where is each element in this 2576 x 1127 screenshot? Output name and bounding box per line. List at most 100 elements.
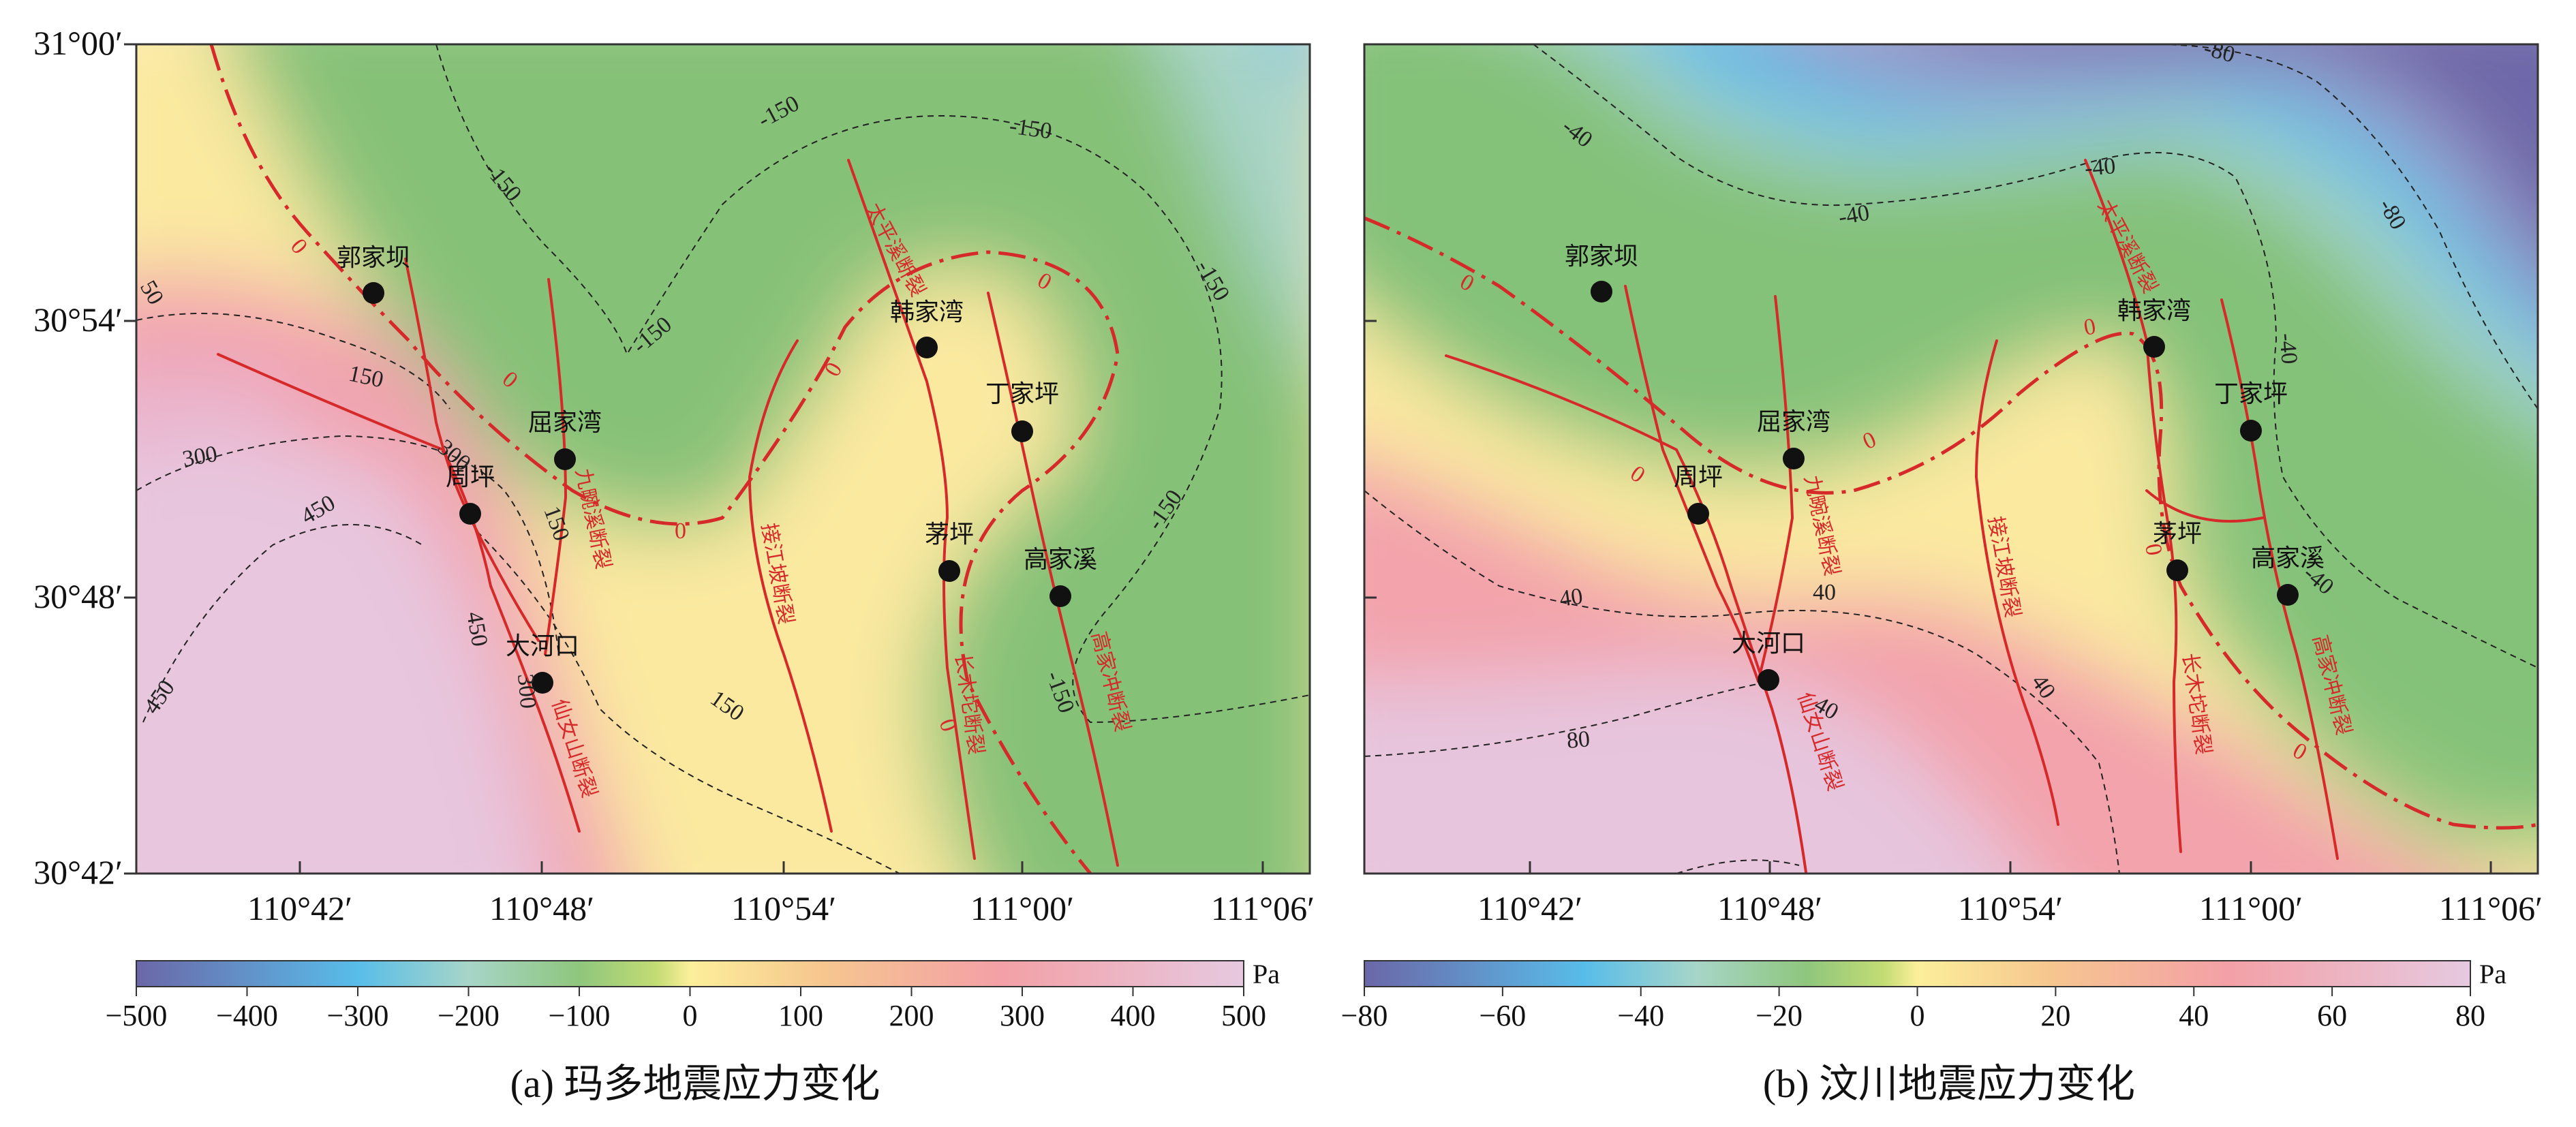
lat-label: 31°00′ <box>33 24 123 62</box>
colorbar-tick-label: 0 <box>1910 999 1925 1032</box>
lat-label: 30°48′ <box>33 577 123 615</box>
panel-a-caption: (a) 玛多地震应力变化 <box>510 1062 880 1106</box>
marker-dingjiaping <box>2240 420 2262 442</box>
panel-b-lat-ticks <box>1364 320 1377 599</box>
lon-label: 110°54′ <box>731 889 836 927</box>
panel-b: 郭家坝 屈家湾 周坪 大河口 韩家湾 丁家坪 茅坪 高家溪 太平溪断裂 九畹溪断… <box>1341 43 2543 1106</box>
colorbar-ticks <box>136 987 1244 996</box>
marker-guojiaba <box>363 282 384 304</box>
lon-label: 110°54′ <box>1958 889 2063 927</box>
panel-a-contours <box>136 44 1310 874</box>
lon-label: 111°00′ <box>970 889 1074 927</box>
marker-guojiaba <box>1591 281 1612 303</box>
place-maoping: 茅坪 <box>2153 520 2202 548</box>
panel-b-contours <box>1364 44 2538 874</box>
place-hanjiawan: 韩家湾 <box>2117 297 2191 325</box>
colorbar-tick-label: −40 <box>1617 999 1664 1032</box>
marker-gaojiaxi <box>2277 584 2299 606</box>
place-zhouping: 周坪 <box>1674 463 1723 491</box>
contour-label: 450 <box>461 610 492 649</box>
colorbar-tick-label: −500 <box>106 999 168 1032</box>
panel-b-zero-contour <box>1364 216 2538 830</box>
colorbar-tick-label: −80 <box>1341 999 1388 1032</box>
place-zhouping: 周坪 <box>446 463 495 491</box>
place-qujiawan: 屈家湾 <box>1757 408 1830 436</box>
panel-a: 郭家坝 屈家湾 周坪 大河口 韩家湾 丁家坪 茅坪 高家溪 太平溪断裂 九畹溪断… <box>33 24 1315 1106</box>
colorbar-tick-label: 40 <box>2179 999 2209 1032</box>
fault-zhouping-branch <box>1624 285 1760 683</box>
lon-label: 111°00′ <box>2199 889 2303 927</box>
colorbar-tick-label: 60 <box>2317 999 2347 1032</box>
place-dahekou: 大河口 <box>506 632 579 660</box>
panel-a-zero-contour <box>209 44 1120 874</box>
colorbar-tick-label: −200 <box>438 999 500 1032</box>
colorbar-tick-labels: −500 −400 −300 −200 −100 0 100 200 300 400 500 <box>106 999 1266 1032</box>
colorbar-tick-label: −100 <box>549 999 611 1032</box>
panel-b-places: 郭家坝 屈家湾 周坪 大河口 韩家湾 丁家坪 茅坪 高家溪 <box>1565 243 2325 691</box>
fault-maoping-branch <box>2145 489 2264 523</box>
panel-a-colorbar: Pa −500 −400 −300 −200 −100 0 100 200 300 400 500 <box>106 959 1281 1032</box>
fault-xiannushan <box>217 353 581 833</box>
panel-a-stress-field: 郭家坝 屈家湾 周坪 大河口 韩家湾 丁家坪 茅坪 高家溪 太平溪断裂 九畹溪断… <box>136 44 1310 874</box>
marker-maoping <box>938 560 960 582</box>
colorbar-tick-label: 100 <box>778 999 823 1032</box>
marker-hanjiawan <box>2143 336 2165 358</box>
contour-label: -40 <box>2083 153 2116 181</box>
place-dingjiaping: 丁家坪 <box>2214 380 2288 408</box>
place-dahekou: 大河口 <box>1732 630 1805 658</box>
contour-label: 80 <box>1565 726 1591 754</box>
panel-b-lon-axis <box>1529 861 2492 874</box>
contour-label: 300 <box>181 442 219 472</box>
fault-gaojiachong <box>2220 298 2339 860</box>
colorbar-tick-label: 0 <box>683 999 698 1032</box>
panel-b-caption: (b) 汶川地震应力变化 <box>1763 1062 2135 1106</box>
colorbar-unit: Pa <box>2479 959 2506 989</box>
colorbar-unit: Pa <box>1253 959 1280 989</box>
lat-label: 30°42′ <box>33 853 123 891</box>
place-dingjiaping: 丁家坪 <box>985 380 1059 408</box>
fault-taipingxi <box>2084 159 2182 853</box>
colorbar-tick-label: 20 <box>2040 999 2070 1032</box>
place-gaojiaxi: 高家溪 <box>1024 546 1097 574</box>
place-maoping: 茅坪 <box>925 521 974 549</box>
fault-jiejiangpo <box>748 339 833 833</box>
fault-jiuwanxi <box>1757 295 1794 683</box>
zero-label: 0 <box>2082 313 2098 340</box>
marker-dahekou <box>1758 669 1779 691</box>
lon-label: 111°06′ <box>2439 889 2543 927</box>
lon-label: 110°42′ <box>247 889 352 927</box>
panel-b-colorbar: Pa −80 −60 −40 −20 0 20 40 60 80 <box>1341 959 2507 1032</box>
marker-qujiawan <box>554 448 576 470</box>
marker-zhouping <box>459 503 481 525</box>
lat-label: 30°54′ <box>33 300 123 339</box>
panel-a-lat-axis <box>124 43 136 875</box>
panel-a-faults <box>217 159 1119 867</box>
colorbar-tick-label: 300 <box>1000 999 1045 1032</box>
zero-label: 0 <box>675 519 686 544</box>
marker-dahekou <box>532 672 553 694</box>
contour-label: 40 <box>1813 580 1836 605</box>
colorbar-tick-label: −20 <box>1755 999 1803 1032</box>
lon-label: 111°06′ <box>1211 889 1315 927</box>
lon-label: 110°48′ <box>1717 889 1822 927</box>
contour-label: -40 <box>2274 332 2302 365</box>
place-gaojiaxi: 高家溪 <box>2251 544 2325 572</box>
marker-dingjiaping <box>1011 420 1033 442</box>
place-guojiaba: 郭家坝 <box>337 244 410 272</box>
contour-label: -40 <box>1837 200 1871 230</box>
contour-label: 300 <box>512 673 540 709</box>
panel-b-stress-field: 郭家坝 屈家湾 周坪 大河口 韩家湾 丁家坪 茅坪 高家溪 太平溪断裂 九畹溪断… <box>1364 44 2538 874</box>
colorbar-tick-label: 400 <box>1111 999 1156 1032</box>
panel-a-lon-axis <box>298 861 1264 874</box>
panel-a-frame <box>135 43 1311 875</box>
colorbar-tick-label: 500 <box>1221 999 1266 1032</box>
fault-zhouping-branch <box>404 258 540 642</box>
colorbar-tick-label: −400 <box>216 999 278 1032</box>
place-hanjiawan: 韩家湾 <box>890 298 964 326</box>
contour-label: -150 <box>1008 113 1054 144</box>
colorbar-tick-label: 200 <box>889 999 934 1032</box>
place-guojiaba: 郭家坝 <box>1565 243 1638 271</box>
fault-xiannushan <box>1445 354 1807 874</box>
panel-a-places: 郭家坝 屈家湾 周坪 大河口 韩家湾 丁家坪 茅坪 高家溪 <box>337 244 1097 694</box>
